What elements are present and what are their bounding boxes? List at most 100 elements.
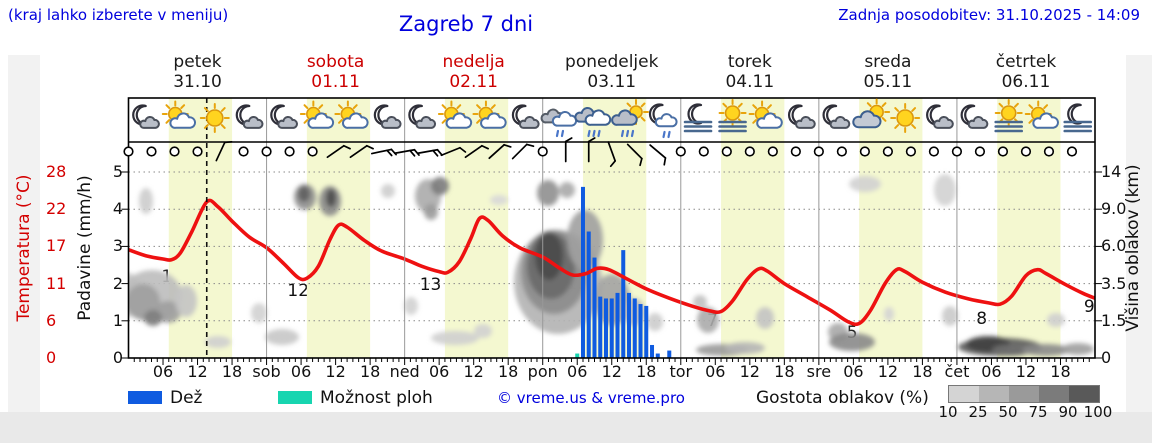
wind-calm-symbol (261, 146, 272, 157)
wind-calm-symbol (537, 146, 548, 157)
cloud-scale-100: 100 (1083, 403, 1113, 421)
height-tick-1.5: 1.5 (1101, 310, 1127, 330)
temp-tick-28: 28 (46, 162, 67, 181)
wind-calm-symbol (169, 146, 180, 157)
wind-barb (564, 137, 573, 163)
temp-label-13-4: 13 (419, 274, 442, 295)
time-label-6-18: 18 (359, 362, 381, 381)
day-date-ponedeljek: 03.11 (587, 72, 637, 92)
weather-icon-moon-cloud (235, 104, 264, 129)
wind-calm-symbol (882, 146, 893, 157)
height-tick-6.0: 6.0 (1101, 236, 1127, 256)
wind-calm-symbol (836, 146, 847, 157)
time-label-4-06: 06 (290, 362, 312, 381)
time-label-3-sob: sob (252, 362, 281, 381)
weather-icon-moon-cloud (788, 104, 816, 129)
height-tick-9.0: 9.0 (1101, 199, 1127, 219)
wind-calm-symbol (307, 146, 318, 157)
wind-barb (393, 148, 420, 157)
day-date-četrtek: 06.11 (1001, 72, 1051, 92)
temp-tick-0: 0 (46, 348, 57, 367)
time-label-19-sre: sre (806, 362, 832, 381)
wind-calm-symbol (721, 146, 732, 157)
weather-icon-moon-fog (683, 103, 713, 133)
cloud-density-shading (128, 174, 1094, 356)
wind-calm-symbol (1020, 146, 1032, 157)
weather-icon-moon-fog (1063, 103, 1093, 133)
time-label-20-06: 06 (843, 362, 864, 381)
wind-calm-symbol (284, 146, 295, 157)
day-name-sobota: sobota (306, 52, 365, 72)
wind-barb (464, 144, 490, 159)
wind-barb (488, 143, 512, 160)
weather-icon-cloud-sun (852, 98, 891, 129)
wind-calm-symbol (951, 146, 963, 157)
wind-calm-symbol (123, 146, 134, 157)
temp-tick-17: 17 (46, 236, 67, 256)
weather-icon-moon-cloud (132, 104, 160, 129)
wind-barb (440, 146, 467, 157)
rain-legend-swatch (128, 391, 162, 404)
cloud-scale-25: 25 (968, 403, 988, 421)
menu-hint-note: (kraj lahko izberete v meniju) (8, 6, 229, 24)
footer-strip (0, 412, 1152, 443)
wind-calm-symbol (192, 146, 203, 157)
cloud-gradient-segment (1039, 386, 1069, 402)
wind-barb (349, 144, 374, 159)
day-name-ponedeljek: ponedeljek (565, 52, 659, 72)
time-label-22-18: 18 (912, 362, 933, 381)
cloud-gradient-segment (979, 386, 1009, 402)
wind-calm-symbol (905, 146, 917, 157)
day-date-torek: 04.11 (725, 72, 775, 92)
weather-icon-moon-cloud (373, 104, 402, 129)
weather-icon-sun-cloud (1024, 100, 1059, 129)
temp-tick-11: 11 (46, 273, 67, 293)
weather-icon-sun-cloud (161, 100, 196, 129)
wind-calm-symbol (813, 146, 824, 157)
showers-legend-label: Možnost ploh (320, 388, 433, 408)
cloud-scale-50: 50 (998, 403, 1018, 421)
weather-icon-sun-cloud-rain (611, 99, 650, 138)
time-label-1-12: 12 (187, 362, 208, 381)
time-label-8-06: 06 (428, 362, 450, 381)
temp-label-8-12: 8 (976, 308, 988, 329)
time-label-0-06: 06 (152, 362, 174, 381)
wind-calm-symbol (238, 146, 249, 157)
weather-icon-moon-cloud (270, 104, 298, 129)
wind-barb (370, 148, 397, 157)
weather-icon-sun-cloud (299, 100, 335, 129)
wind-barb (215, 140, 233, 162)
temperature-curve (128, 198, 1095, 327)
wind-barb (511, 143, 535, 160)
precip-tick-1: 1 (112, 310, 123, 330)
height-tick-14: 14 (1101, 162, 1122, 181)
wind-calm-symbol (974, 146, 986, 157)
day-name-petek: petek (173, 52, 222, 72)
time-label-16-06: 06 (705, 362, 726, 381)
wind-calm-symbol (744, 146, 755, 157)
weather-icon-sun-fog (994, 99, 1024, 133)
time-label-17-12: 12 (739, 362, 760, 381)
time-label-13-12: 12 (601, 362, 622, 381)
time-label-18-18: 18 (774, 362, 795, 381)
right-margin-strip (1126, 55, 1152, 412)
weather-icon-sun-cloud (437, 100, 473, 129)
precip-tick-4: 4 (112, 199, 123, 219)
last-update-label: Zadnja posodobitev: 31.10.2025 - 14:09 (838, 6, 1140, 24)
time-label-12-06: 06 (567, 362, 588, 381)
wind-barb (416, 148, 443, 157)
copyright-link[interactable]: © vreme.us & vreme.pro (497, 389, 685, 407)
day-name-četrtek: četrtek (995, 52, 1057, 72)
wind-calm-symbol (790, 146, 801, 157)
day-date-sobota: 01.11 (311, 72, 360, 92)
rain-legend-label: Dež (170, 388, 203, 408)
cloud-scale-75: 75 (1028, 403, 1048, 421)
time-label-10-18: 18 (498, 362, 519, 381)
wind-calm-symbol (146, 146, 157, 157)
cloud-gradient-segment (1069, 386, 1099, 402)
height-tick-3.5: 3.5 (1101, 273, 1127, 293)
day-date-sreda: 05.11 (863, 72, 913, 92)
weather-icon-sun-cloud (748, 100, 783, 129)
time-label-11-pon: pon (527, 362, 558, 381)
day-date-petek: 31.10 (173, 72, 222, 92)
